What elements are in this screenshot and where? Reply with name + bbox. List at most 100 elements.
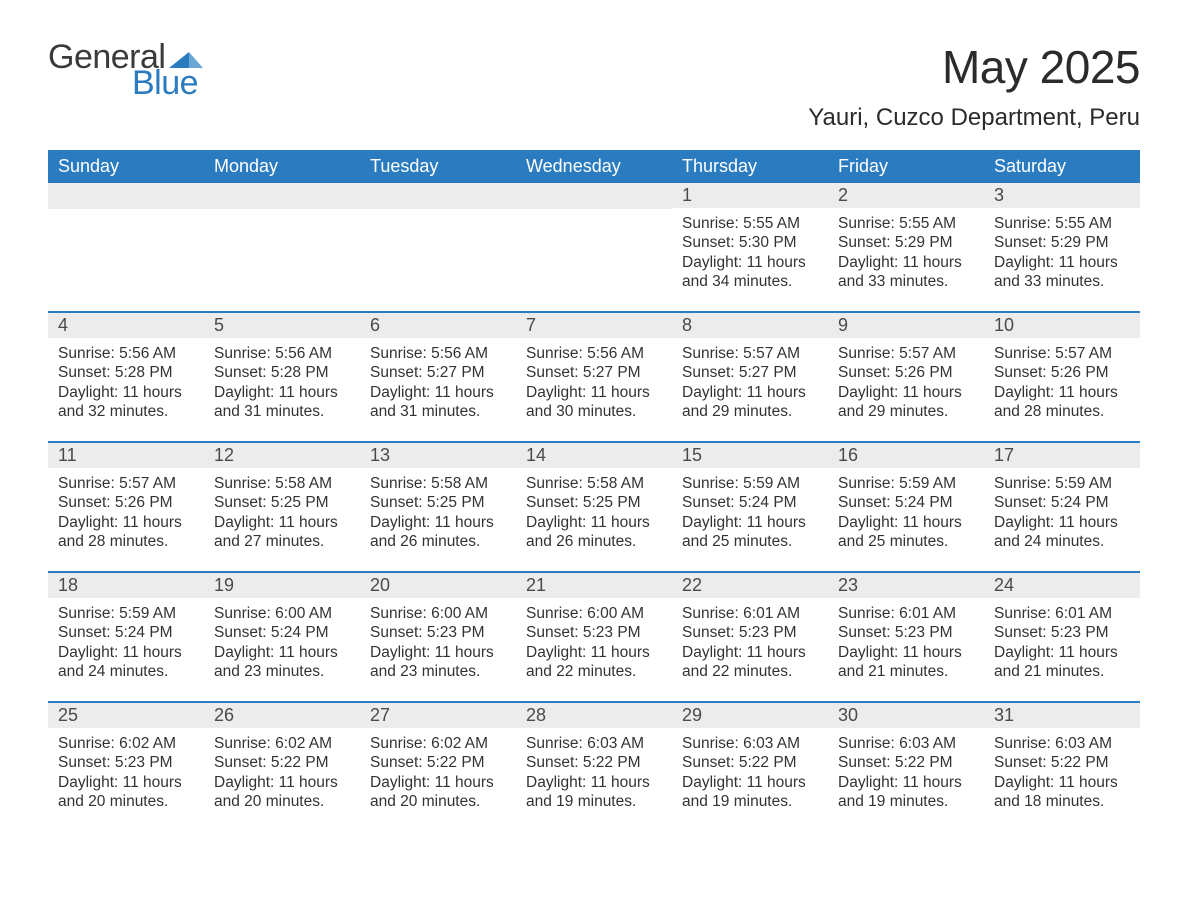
day-number: 24 (984, 573, 1140, 598)
day-cell: 6Sunrise: 5:56 AMSunset: 5:27 PMDaylight… (360, 313, 516, 441)
dow-saturday: Saturday (984, 150, 1140, 183)
daylight-text: Daylight: 11 hours and 32 minutes. (58, 383, 194, 422)
daylight-text: Daylight: 11 hours and 20 minutes. (370, 773, 506, 812)
sunrise-text: Sunrise: 5:55 AM (682, 214, 818, 233)
day-cell: 29Sunrise: 6:03 AMSunset: 5:22 PMDayligh… (672, 703, 828, 831)
header: General Blue May 2025 Yauri, Cuzco Depar… (48, 40, 1140, 132)
sunset-text: Sunset: 5:25 PM (214, 493, 350, 512)
daylight-text: Daylight: 11 hours and 25 minutes. (682, 513, 818, 552)
sunset-text: Sunset: 5:23 PM (526, 623, 662, 642)
day-cell: 10Sunrise: 5:57 AMSunset: 5:26 PMDayligh… (984, 313, 1140, 441)
day-number: 23 (828, 573, 984, 598)
day-body: Sunrise: 6:03 AMSunset: 5:22 PMDaylight:… (984, 728, 1140, 822)
day-body: Sunrise: 6:03 AMSunset: 5:22 PMDaylight:… (828, 728, 984, 822)
day-number: 4 (48, 313, 204, 338)
day-number: 5 (204, 313, 360, 338)
day-body: Sunrise: 5:55 AMSunset: 5:29 PMDaylight:… (828, 208, 984, 302)
day-cell: 30Sunrise: 6:03 AMSunset: 5:22 PMDayligh… (828, 703, 984, 831)
day-cell: 21Sunrise: 6:00 AMSunset: 5:23 PMDayligh… (516, 573, 672, 701)
day-cell: 26Sunrise: 6:02 AMSunset: 5:22 PMDayligh… (204, 703, 360, 831)
location: Yauri, Cuzco Department, Peru (808, 104, 1140, 132)
day-cell: 23Sunrise: 6:01 AMSunset: 5:23 PMDayligh… (828, 573, 984, 701)
day-number (516, 183, 672, 209)
daylight-text: Daylight: 11 hours and 19 minutes. (838, 773, 974, 812)
day-body: Sunrise: 5:56 AMSunset: 5:27 PMDaylight:… (516, 338, 672, 432)
sunrise-text: Sunrise: 6:03 AM (682, 734, 818, 753)
weeks-container: 1Sunrise: 5:55 AMSunset: 5:30 PMDaylight… (48, 183, 1140, 831)
day-body: Sunrise: 5:59 AMSunset: 5:24 PMDaylight:… (48, 598, 204, 692)
dow-thursday: Thursday (672, 150, 828, 183)
day-body: Sunrise: 5:55 AMSunset: 5:29 PMDaylight:… (984, 208, 1140, 302)
sunrise-text: Sunrise: 5:59 AM (838, 474, 974, 493)
sunset-text: Sunset: 5:24 PM (838, 493, 974, 512)
sunset-text: Sunset: 5:25 PM (526, 493, 662, 512)
day-body: Sunrise: 6:01 AMSunset: 5:23 PMDaylight:… (672, 598, 828, 692)
day-body: Sunrise: 5:57 AMSunset: 5:26 PMDaylight:… (48, 468, 204, 562)
title-block: May 2025 Yauri, Cuzco Department, Peru (808, 40, 1140, 132)
day-body: Sunrise: 5:57 AMSunset: 5:26 PMDaylight:… (984, 338, 1140, 432)
week-row: 1Sunrise: 5:55 AMSunset: 5:30 PMDaylight… (48, 183, 1140, 311)
daylight-text: Daylight: 11 hours and 30 minutes. (526, 383, 662, 422)
dow-wednesday: Wednesday (516, 150, 672, 183)
sunrise-text: Sunrise: 5:59 AM (58, 604, 194, 623)
dow-friday: Friday (828, 150, 984, 183)
day-cell: 16Sunrise: 5:59 AMSunset: 5:24 PMDayligh… (828, 443, 984, 571)
sunset-text: Sunset: 5:25 PM (370, 493, 506, 512)
sunset-text: Sunset: 5:28 PM (214, 363, 350, 382)
day-body: Sunrise: 5:59 AMSunset: 5:24 PMDaylight:… (984, 468, 1140, 562)
day-cell: 3Sunrise: 5:55 AMSunset: 5:29 PMDaylight… (984, 183, 1140, 311)
daylight-text: Daylight: 11 hours and 34 minutes. (682, 253, 818, 292)
day-number: 11 (48, 443, 204, 468)
day-number: 27 (360, 703, 516, 728)
sunrise-text: Sunrise: 5:57 AM (838, 344, 974, 363)
day-cell: 20Sunrise: 6:00 AMSunset: 5:23 PMDayligh… (360, 573, 516, 701)
day-cell (516, 183, 672, 311)
sunset-text: Sunset: 5:23 PM (370, 623, 506, 642)
daylight-text: Daylight: 11 hours and 33 minutes. (994, 253, 1130, 292)
day-number: 29 (672, 703, 828, 728)
week-row: 25Sunrise: 6:02 AMSunset: 5:23 PMDayligh… (48, 701, 1140, 831)
day-number: 30 (828, 703, 984, 728)
daylight-text: Daylight: 11 hours and 22 minutes. (682, 643, 818, 682)
day-body: Sunrise: 5:56 AMSunset: 5:28 PMDaylight:… (204, 338, 360, 432)
daylight-text: Daylight: 11 hours and 20 minutes. (214, 773, 350, 812)
day-cell: 18Sunrise: 5:59 AMSunset: 5:24 PMDayligh… (48, 573, 204, 701)
daylight-text: Daylight: 11 hours and 26 minutes. (526, 513, 662, 552)
sunset-text: Sunset: 5:22 PM (526, 753, 662, 772)
dow-tuesday: Tuesday (360, 150, 516, 183)
day-of-week-header: Sunday Monday Tuesday Wednesday Thursday… (48, 150, 1140, 183)
sunset-text: Sunset: 5:22 PM (682, 753, 818, 772)
day-cell: 4Sunrise: 5:56 AMSunset: 5:28 PMDaylight… (48, 313, 204, 441)
day-cell: 28Sunrise: 6:03 AMSunset: 5:22 PMDayligh… (516, 703, 672, 831)
daylight-text: Daylight: 11 hours and 21 minutes. (994, 643, 1130, 682)
day-body: Sunrise: 6:02 AMSunset: 5:22 PMDaylight:… (360, 728, 516, 822)
day-body: Sunrise: 5:57 AMSunset: 5:27 PMDaylight:… (672, 338, 828, 432)
sunrise-text: Sunrise: 5:57 AM (682, 344, 818, 363)
week-row: 4Sunrise: 5:56 AMSunset: 5:28 PMDaylight… (48, 311, 1140, 441)
day-number: 20 (360, 573, 516, 598)
week-row: 18Sunrise: 5:59 AMSunset: 5:24 PMDayligh… (48, 571, 1140, 701)
daylight-text: Daylight: 11 hours and 23 minutes. (370, 643, 506, 682)
month-title: May 2025 (808, 40, 1140, 94)
day-body: Sunrise: 5:55 AMSunset: 5:30 PMDaylight:… (672, 208, 828, 302)
day-number: 9 (828, 313, 984, 338)
sunset-text: Sunset: 5:28 PM (58, 363, 194, 382)
sunrise-text: Sunrise: 5:57 AM (58, 474, 194, 493)
daylight-text: Daylight: 11 hours and 25 minutes. (838, 513, 974, 552)
daylight-text: Daylight: 11 hours and 24 minutes. (994, 513, 1130, 552)
daylight-text: Daylight: 11 hours and 23 minutes. (214, 643, 350, 682)
daylight-text: Daylight: 11 hours and 24 minutes. (58, 643, 194, 682)
sunrise-text: Sunrise: 5:56 AM (214, 344, 350, 363)
day-number: 25 (48, 703, 204, 728)
day-cell: 14Sunrise: 5:58 AMSunset: 5:25 PMDayligh… (516, 443, 672, 571)
day-cell: 24Sunrise: 6:01 AMSunset: 5:23 PMDayligh… (984, 573, 1140, 701)
sunrise-text: Sunrise: 5:59 AM (994, 474, 1130, 493)
sunset-text: Sunset: 5:26 PM (838, 363, 974, 382)
sunrise-text: Sunrise: 6:03 AM (994, 734, 1130, 753)
day-cell: 25Sunrise: 6:02 AMSunset: 5:23 PMDayligh… (48, 703, 204, 831)
sunset-text: Sunset: 5:29 PM (994, 233, 1130, 252)
daylight-text: Daylight: 11 hours and 27 minutes. (214, 513, 350, 552)
day-number: 3 (984, 183, 1140, 208)
day-body: Sunrise: 6:01 AMSunset: 5:23 PMDaylight:… (828, 598, 984, 692)
sunset-text: Sunset: 5:24 PM (214, 623, 350, 642)
